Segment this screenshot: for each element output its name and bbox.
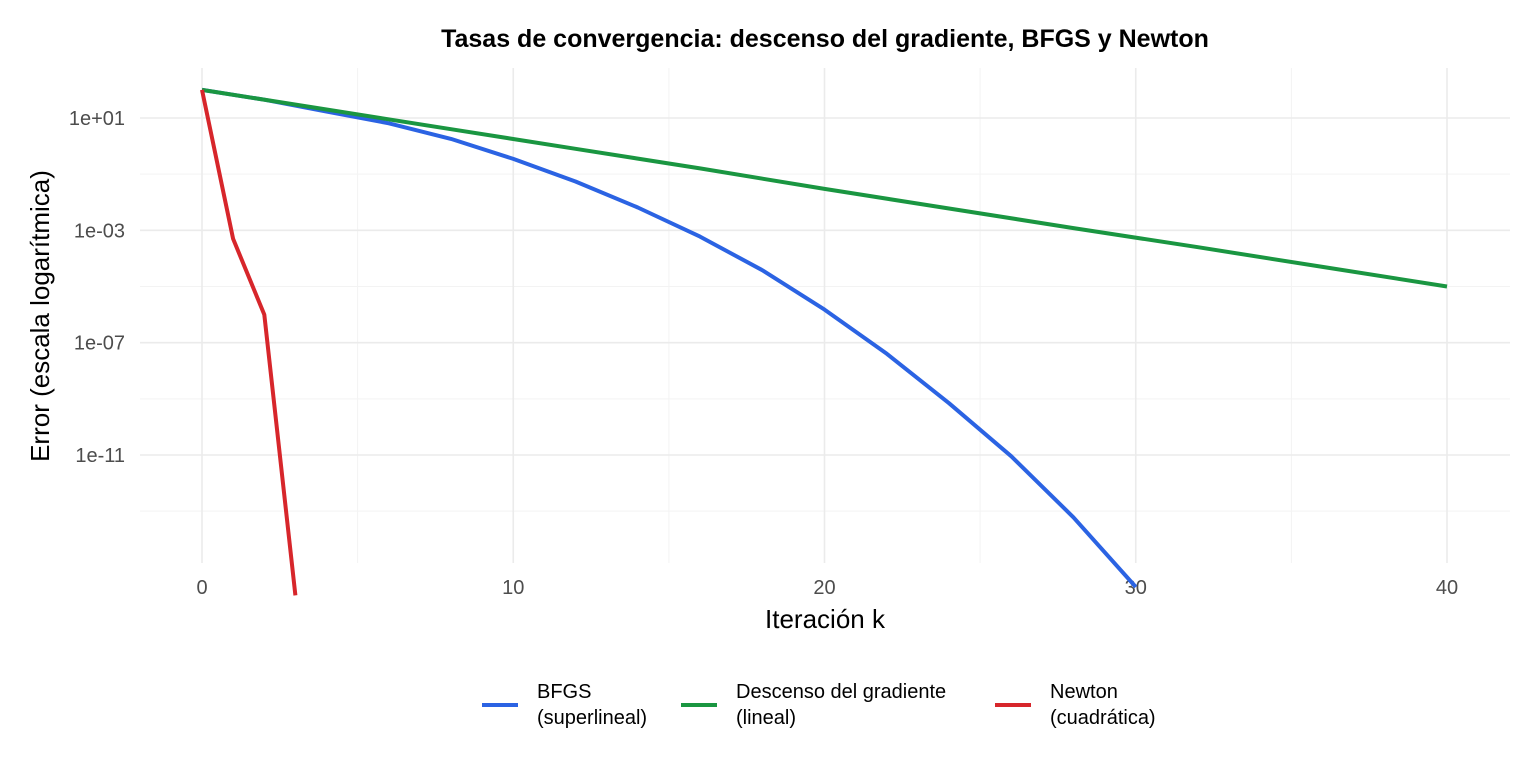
legend-label: Descenso del gradiente (lineal)	[736, 681, 946, 729]
series-lines	[200, 87, 1448, 596]
grid	[140, 68, 1510, 563]
y-axis-ticks: 1e+01 1e-03 1e-07 1e-11	[69, 108, 125, 467]
series-line-newton	[200, 89, 298, 596]
legend-label: Newton (cuadrática)	[1050, 681, 1156, 729]
x-tick-label: 0	[196, 577, 207, 599]
legend-item-descenso-del-gradiente: Descenso del gradiente (lineal)	[681, 681, 946, 729]
legend-label: BFGS (superlineal)	[537, 681, 647, 729]
legend-item-newton: Newton (cuadrática)	[995, 681, 1156, 729]
y-axis-title: Error (escala logarítmica)	[25, 170, 55, 462]
y-tick-label: 1e-07	[74, 333, 125, 355]
legend-item-bfgs: BFGS (superlineal)	[482, 681, 647, 729]
x-axis-title: Iteración k	[765, 604, 886, 634]
chart-title: Tasas de convergencia: descenso del grad…	[441, 25, 1209, 53]
x-tick-label: 20	[813, 577, 835, 599]
legend: BFGS (superlineal) Descenso del gradiente(…	[482, 681, 1156, 729]
y-tick-label: 1e+01	[69, 108, 125, 130]
x-tick-label: 40	[1436, 577, 1458, 599]
x-tick-label: 10	[502, 577, 524, 599]
y-tick-label: 1e-03	[74, 220, 125, 242]
x-axis-ticks: 0 10 20 30 40	[196, 577, 1458, 599]
y-tick-label: 1e-11	[75, 445, 125, 467]
series-line-descenso-del-gradiente	[201, 87, 1448, 289]
series-line-bfgs	[201, 87, 1138, 589]
